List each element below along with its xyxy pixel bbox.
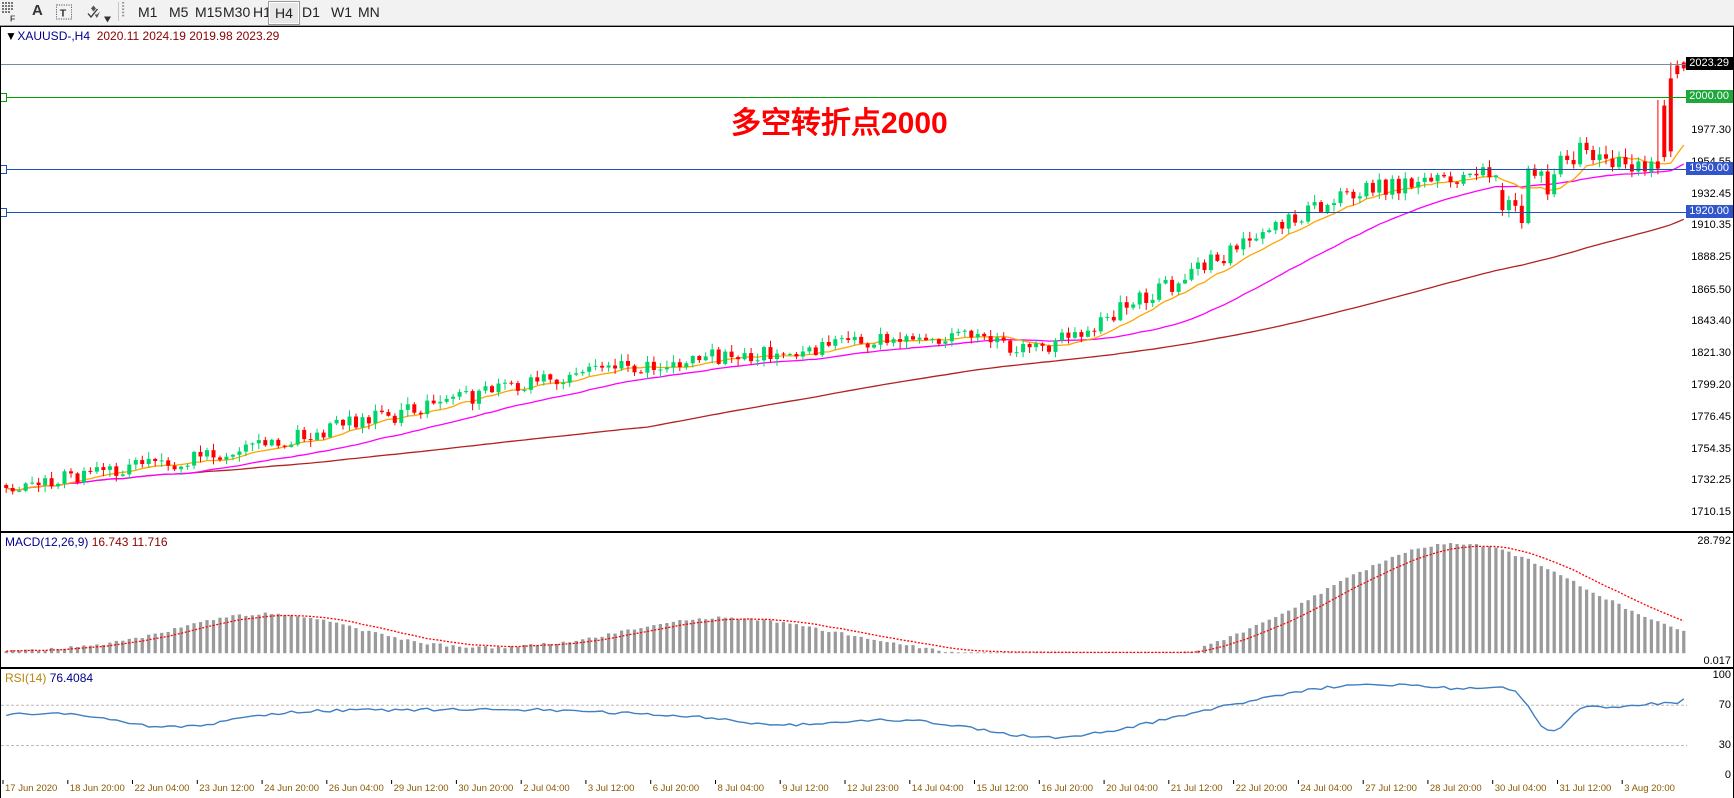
svg-text:T: T	[60, 8, 67, 20]
svg-text:F: F	[10, 14, 15, 24]
